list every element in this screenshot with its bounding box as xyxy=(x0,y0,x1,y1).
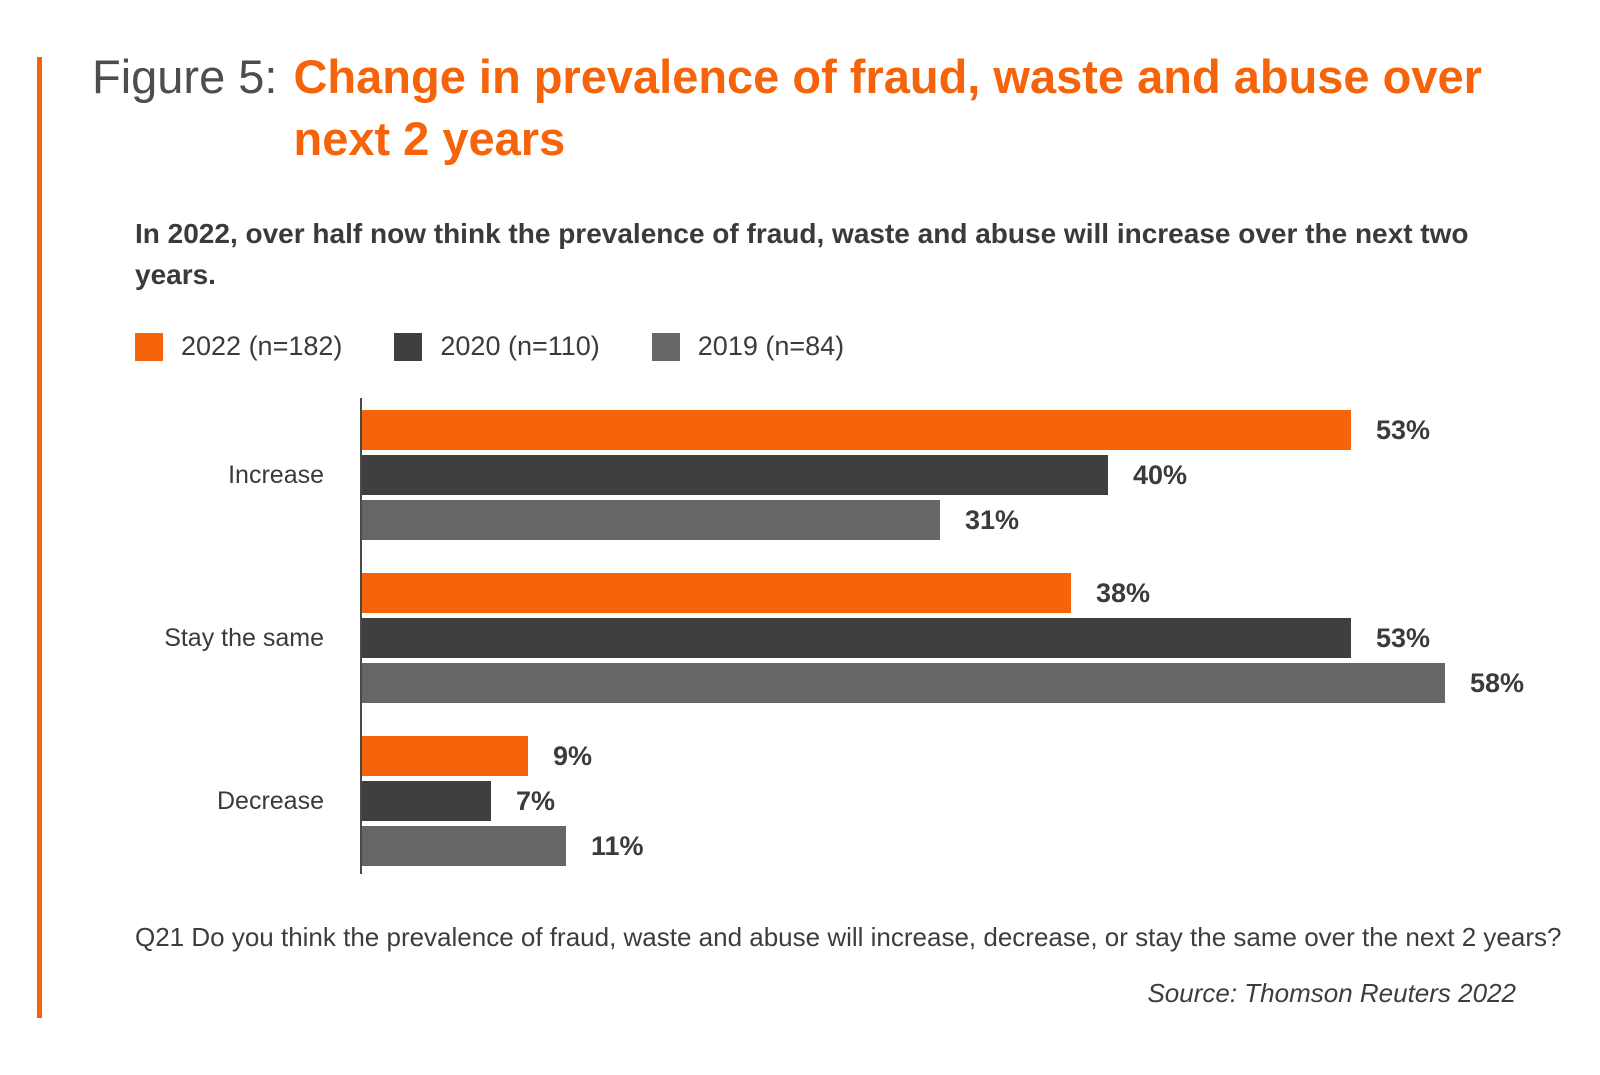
chart-group-increase: Increase 53% 40% 31% xyxy=(135,410,1565,540)
figure-number-label: Figure 5: xyxy=(92,50,278,103)
bar-2020-stay-the-same xyxy=(360,618,1351,658)
legend-swatch-2019 xyxy=(651,332,680,361)
bar-row-2020-increase: 40% xyxy=(360,455,1430,495)
bar-2020-increase xyxy=(360,455,1108,495)
figure-title-line1: Change in prevalence of fraud, waste and… xyxy=(293,50,1482,103)
figure-title: Figure 5: Change in prevalence of fraud,… xyxy=(92,46,1512,170)
chart-legend: 2022 (n=182) 2020 (n=110) 2019 (n=84) xyxy=(135,331,844,362)
bar-cluster-decrease: 9% 7% 11% xyxy=(360,736,644,866)
bar-cluster-stay-the-same: 38% 53% 58% xyxy=(360,573,1524,703)
legend-label-2019: 2019 (n=84) xyxy=(697,331,845,361)
accent-bar xyxy=(37,57,42,1018)
bar-row-2020-decrease: 7% xyxy=(360,781,644,821)
bar-2022-stay-the-same xyxy=(360,573,1071,613)
category-label-increase: Increase xyxy=(228,460,324,489)
bar-2019-increase xyxy=(360,500,940,540)
bar-row-2019-decrease: 11% xyxy=(360,826,644,866)
value-label-2019-stay-the-same: 58% xyxy=(1470,667,1525,698)
value-label-2022-increase: 53% xyxy=(1376,414,1431,445)
value-label-2022-stay-the-same: 38% xyxy=(1096,577,1151,608)
legend-swatch-2022 xyxy=(135,332,163,361)
legend-swatch-2020 xyxy=(394,332,423,361)
chart-group-stay-the-same: Stay the same 38% 53% 58% xyxy=(135,573,1565,703)
bar-2019-decrease xyxy=(360,826,566,866)
value-label-2020-increase: 40% xyxy=(1133,459,1188,490)
value-label-2020-stay-the-same: 53% xyxy=(1376,622,1431,653)
bar-2019-stay-the-same xyxy=(360,663,1445,703)
bar-row-2020-stay-the-same: 53% xyxy=(360,618,1524,658)
category-label-stay-the-same: Stay the same xyxy=(164,623,324,652)
category-label-decrease: Decrease xyxy=(217,786,324,815)
bar-row-2019-stay-the-same: 58% xyxy=(360,663,1524,703)
chart-subtitle: In 2022, over half now think the prevale… xyxy=(135,218,1469,290)
legend-label-2020: 2020 (n=110) xyxy=(440,331,600,361)
value-label-2022-decrease: 9% xyxy=(553,740,593,771)
legend-item-2022: 2022 (n=182) xyxy=(135,331,342,362)
value-label-2019-increase: 31% xyxy=(965,504,1020,535)
bar-row-2022-increase: 53% xyxy=(360,410,1430,450)
source-credit: Source: Thomson Reuters 2022 xyxy=(1147,978,1516,1008)
bar-chart: Increase 53% 40% 31% Stay the same 38% 53% 58% D… xyxy=(135,398,1565,874)
legend-label-2022: 2022 (n=182) xyxy=(181,331,343,361)
legend-item-2019: 2019 (n=84) xyxy=(651,331,845,362)
bar-2020-decrease xyxy=(360,781,491,821)
bar-row-2022-stay-the-same: 38% xyxy=(360,573,1524,613)
bar-row-2019-increase: 31% xyxy=(360,500,1430,540)
bar-2022-increase xyxy=(360,410,1351,450)
figure-title-line2: next 2 years xyxy=(293,112,566,166)
bar-row-2022-decrease: 9% xyxy=(360,736,644,776)
chart-axis xyxy=(360,398,362,874)
bar-2022-decrease xyxy=(360,736,528,776)
bar-cluster-increase: 53% 40% 31% xyxy=(360,410,1430,540)
value-label-2019-decrease: 11% xyxy=(591,830,644,861)
legend-item-2020: 2020 (n=110) xyxy=(394,331,600,362)
value-label-2020-decrease: 7% xyxy=(516,785,556,816)
survey-question: Q21 Do you think the prevalence of fraud… xyxy=(135,922,1562,952)
chart-group-decrease: Decrease 9% 7% 11% xyxy=(135,736,1565,866)
figure-title-text: Change in prevalence of fraud, waste and… xyxy=(293,46,1481,170)
